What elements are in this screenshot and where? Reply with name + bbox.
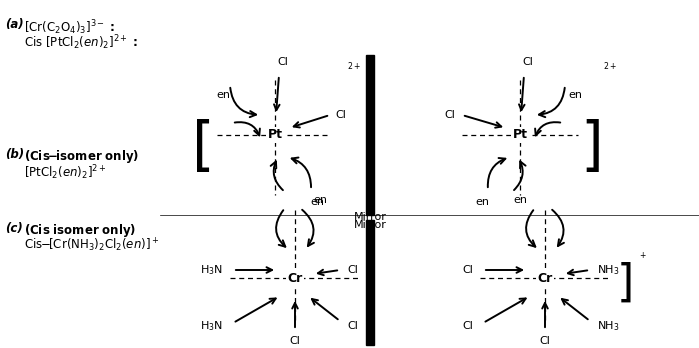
- FancyArrowPatch shape: [526, 210, 535, 247]
- FancyArrowPatch shape: [276, 210, 285, 247]
- Text: $\mathbf{(Cis\ isomer\ only)}$: $\mathbf{(Cis\ isomer\ only)}$: [24, 222, 136, 239]
- Text: Cl: Cl: [523, 57, 533, 67]
- Text: Cl: Cl: [289, 336, 301, 346]
- Text: NH$_3$: NH$_3$: [597, 263, 620, 277]
- Text: $\mathrm{Cis\ [PtCl_2(}$$\it{en}$$\mathrm{)_2]^{2+}}$ :: $\mathrm{Cis\ [PtCl_2(}$$\it{en}$$\mathr…: [24, 33, 138, 52]
- FancyArrowPatch shape: [291, 158, 311, 187]
- Text: Cr: Cr: [287, 271, 303, 285]
- Text: $^+$: $^+$: [638, 251, 647, 261]
- Text: $[\mathrm{Cr(C_2O_4)_3]^{3-}}$ :: $[\mathrm{Cr(C_2O_4)_3]^{3-}}$ :: [24, 18, 115, 37]
- Text: Cl: Cl: [335, 110, 346, 120]
- Text: en: en: [513, 195, 527, 205]
- FancyArrowPatch shape: [535, 122, 561, 135]
- Text: Cl: Cl: [278, 57, 289, 67]
- Text: ]: ]: [581, 119, 603, 175]
- Text: NH$_3$: NH$_3$: [597, 319, 620, 333]
- Text: (a): (a): [5, 18, 24, 31]
- Text: Cl: Cl: [347, 265, 358, 275]
- FancyArrowPatch shape: [488, 158, 505, 187]
- Text: $^{2+}$: $^{2+}$: [603, 62, 617, 72]
- Bar: [366, 220, 374, 345]
- Text: en: en: [310, 197, 324, 207]
- Text: $\mathrm{Cis\!\!-\!\![Cr(NH_3)_2Cl_2(}$$\it{en}$$\mathrm{)]^+}$: $\mathrm{Cis\!\!-\!\![Cr(NH_3)_2Cl_2(}$$…: [24, 237, 159, 254]
- Text: ]: ]: [617, 261, 634, 304]
- Text: $^{2+}$: $^{2+}$: [347, 62, 361, 72]
- Text: en: en: [313, 195, 327, 205]
- FancyArrowPatch shape: [271, 161, 283, 190]
- Bar: [366, 55, 374, 215]
- Text: (b): (b): [5, 148, 24, 161]
- Text: Pt: Pt: [512, 128, 528, 142]
- Text: Cl: Cl: [540, 336, 550, 346]
- Text: [: [: [192, 119, 215, 175]
- Text: Cl: Cl: [462, 321, 473, 331]
- Text: Cl: Cl: [347, 321, 358, 331]
- Text: (c): (c): [5, 222, 23, 235]
- Text: en: en: [216, 90, 230, 100]
- Text: Mirror: Mirror: [354, 220, 387, 230]
- Text: H$_3$N: H$_3$N: [200, 319, 223, 333]
- FancyArrowPatch shape: [514, 161, 526, 190]
- Text: Cr: Cr: [538, 271, 553, 285]
- Text: en: en: [475, 197, 489, 207]
- FancyArrowPatch shape: [539, 88, 565, 117]
- FancyArrowPatch shape: [302, 210, 314, 246]
- Text: Cl: Cl: [462, 265, 473, 275]
- FancyArrowPatch shape: [230, 88, 256, 117]
- FancyArrowPatch shape: [235, 122, 260, 135]
- Text: $\mathrm{[PtCl_2(}$$\it{en}$$\mathrm{)_2]^{2+}}$: $\mathrm{[PtCl_2(}$$\it{en}$$\mathrm{)_2…: [24, 163, 106, 182]
- Text: H$_3$N: H$_3$N: [200, 263, 223, 277]
- FancyArrowPatch shape: [552, 210, 564, 246]
- Text: en: en: [568, 90, 582, 100]
- Text: $\mathbf{(Cis\!\!-\!\!isomer\ only)}$: $\mathbf{(Cis\!\!-\!\!isomer\ only)}$: [24, 148, 139, 165]
- Text: Mirror: Mirror: [354, 212, 387, 222]
- Text: Pt: Pt: [268, 128, 282, 142]
- Text: Cl: Cl: [444, 110, 455, 120]
